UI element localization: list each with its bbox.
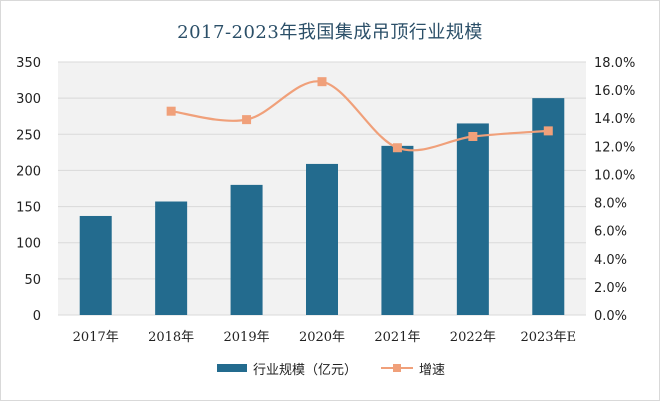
x-tick-label: 2017年 bbox=[73, 330, 119, 345]
right-tick-label: 2.0% bbox=[594, 281, 627, 296]
legend-line-swatch bbox=[381, 362, 413, 374]
x-axis: 2017年 2018年 2019年 2020年 2021年 2022年 2023年E bbox=[73, 330, 576, 345]
left-tick-label: 350 bbox=[16, 56, 41, 71]
right-axis: 0.0% 2.0% 4.0% 6.0% 8.0% 10.0% 12.0% 14.0% 16.0%… bbox=[594, 56, 635, 324]
growth-marker bbox=[166, 106, 176, 116]
x-tick-label: 2023年E bbox=[520, 330, 576, 345]
legend-bar-swatch bbox=[216, 364, 247, 372]
bar bbox=[381, 145, 414, 315]
left-tick-label: 0 bbox=[33, 309, 41, 324]
right-tick-label: 14.0% bbox=[594, 112, 635, 127]
left-tick-label: 50 bbox=[24, 273, 41, 288]
bar bbox=[456, 123, 489, 315]
right-tick-label: 6.0% bbox=[594, 225, 627, 240]
left-tick-label: 100 bbox=[16, 237, 41, 252]
growth-marker bbox=[392, 143, 402, 153]
left-tick-label: 150 bbox=[16, 201, 41, 216]
x-tick-label: 2018年 bbox=[148, 330, 194, 345]
bar bbox=[306, 163, 338, 315]
legend-item-growth: 增速 bbox=[381, 359, 445, 378]
bar bbox=[155, 201, 188, 315]
right-tick-label: 16.0% bbox=[594, 84, 635, 99]
legend-label-growth: 增速 bbox=[419, 362, 446, 378]
legend: 行业规模（亿元） 增速 bbox=[196, 353, 466, 383]
legend-item-scale: 行业规模（亿元） bbox=[216, 359, 357, 378]
growth-marker bbox=[468, 131, 478, 141]
bar-series bbox=[79, 98, 565, 316]
x-tick-label: 2020年 bbox=[299, 330, 345, 345]
right-tick-label: 18.0% bbox=[594, 56, 635, 71]
bar bbox=[230, 184, 263, 315]
growth-series bbox=[166, 77, 553, 153]
legend-label-scale: 行业规模（亿元） bbox=[252, 362, 357, 378]
bar bbox=[79, 215, 112, 315]
right-tick-label: 0.0% bbox=[594, 309, 627, 324]
growth-marker bbox=[317, 77, 327, 87]
left-tick-label: 200 bbox=[16, 164, 41, 179]
right-tick-label: 12.0% bbox=[594, 140, 635, 155]
x-tick-label: 2019年 bbox=[224, 330, 270, 345]
growth-marker bbox=[543, 126, 553, 136]
left-axis: 0 50 100 150 200 250 300 350 bbox=[16, 56, 41, 324]
x-tick-label: 2021年 bbox=[374, 330, 420, 345]
left-tick-label: 250 bbox=[16, 128, 41, 143]
chart-title: 2017-2023年我国集成吊顶行业规模 bbox=[177, 22, 483, 43]
right-tick-label: 4.0% bbox=[594, 253, 627, 268]
growth-marker bbox=[242, 115, 252, 125]
right-tick-label: 8.0% bbox=[594, 197, 627, 212]
left-tick-label: 300 bbox=[16, 92, 41, 107]
x-tick-label: 2022年 bbox=[450, 330, 496, 345]
right-tick-label: 10.0% bbox=[594, 168, 635, 183]
